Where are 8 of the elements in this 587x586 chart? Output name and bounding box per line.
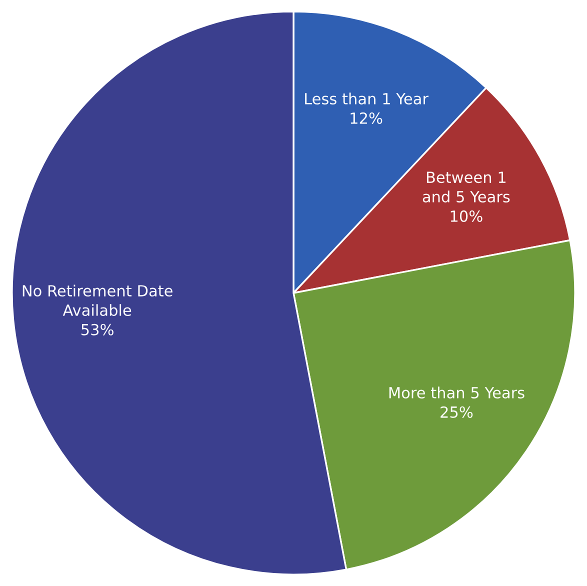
data-label: 25% (440, 406, 473, 418)
data-label: 53% (82, 324, 114, 336)
slice-label: Between 1 and 5 Years (422, 172, 510, 202)
slice-label: Less than 1 Year (305, 92, 429, 104)
slice-label: More than 5 Years (389, 386, 524, 398)
data-label: 10% (450, 210, 482, 222)
data-label: 12% (350, 112, 382, 124)
slice-label: No Retirement Date Available (22, 284, 172, 316)
